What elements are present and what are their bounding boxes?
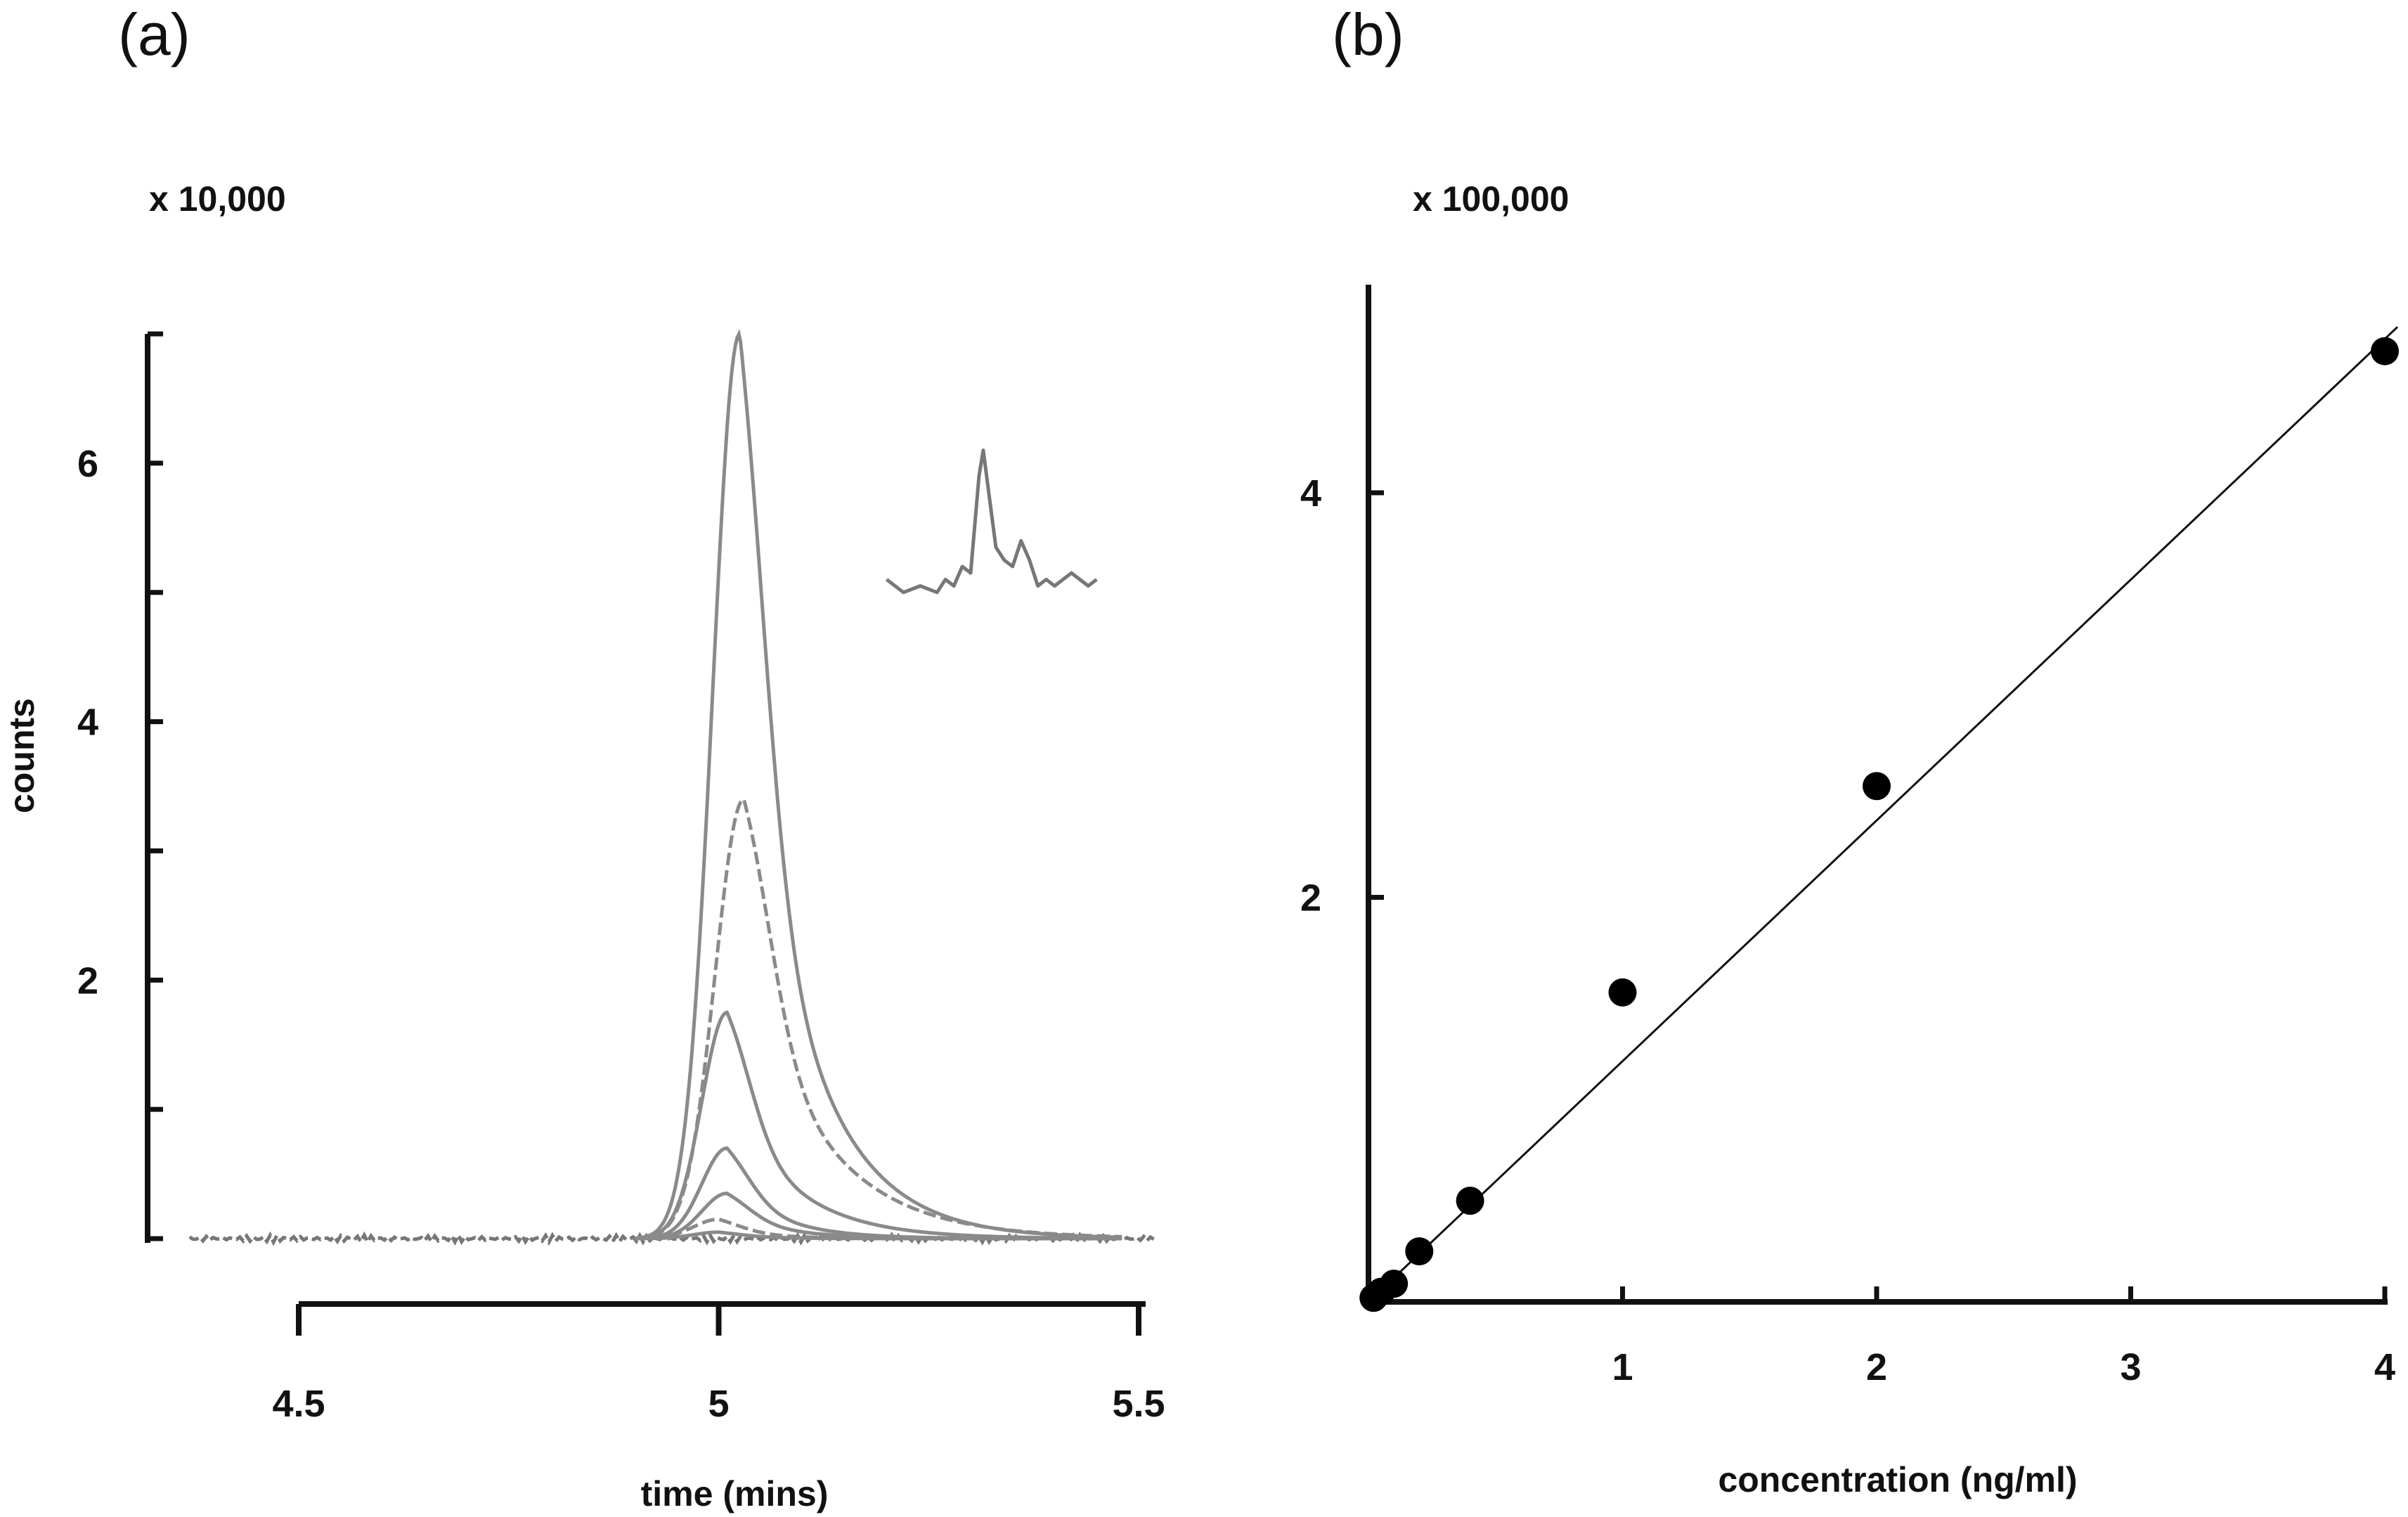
panel-a-x-axis-title: time (mins) [641, 1474, 829, 1513]
panel-a-peak-curve-7 [635, 1230, 1122, 1241]
panel-b-fit [1367, 325, 2399, 1303]
panel-b-y-tick-label: 4 [1300, 472, 1321, 515]
panel-b-y-ticks: 24 [1300, 472, 1384, 919]
panel-b-y-multiplier: x 100,000 [1413, 179, 1569, 219]
panel-a-y-tick-label: 2 [77, 960, 98, 1002]
panel-b-data-point [1380, 1270, 1409, 1298]
panel-b-x-tick-label: 2 [1866, 1346, 1887, 1388]
panel-b-x-tick-label: 1 [1612, 1346, 1633, 1388]
panel-a-x-tick-label: 5 [708, 1383, 729, 1425]
panel-a-curves [188, 329, 1155, 1246]
panel-a-peak-curve-2 [634, 796, 1122, 1241]
panel-b-points [1359, 337, 2399, 1312]
panel-a-y-tick-label: 6 [77, 443, 98, 485]
panel-b-y-tick-label: 2 [1300, 877, 1321, 919]
panel-b-data-point [1608, 978, 1637, 1007]
panel-a-peak-curve-1 [634, 329, 1122, 1240]
panel-a-label: (a) [118, 1, 190, 67]
panel-a-y-axis-title: counts [2, 698, 41, 813]
panel-b-x-ticks: 1 2 3 4 [1612, 1286, 2395, 1388]
panel-a-y-tick-label: 4 [77, 702, 98, 744]
panel-b-x-tick-label: 3 [2120, 1346, 2141, 1388]
panel-b-data-point [2371, 337, 2399, 366]
panel-a-y-multiplier: x 10,000 [149, 179, 286, 219]
panel-a-x-tick-label: 5.5 [1112, 1383, 1165, 1425]
panel-b-data-point [1405, 1237, 1434, 1266]
panel-a-inset-trace [885, 448, 1098, 595]
panel-b-data-point [1863, 772, 1891, 801]
panel-b-x-axis-title: concentration (ng/ml) [1718, 1460, 2077, 1499]
panel-a-inset [885, 448, 1098, 595]
panel-a-y-ticks: 2 4 6 [77, 331, 163, 1241]
panel-b-data-point [1456, 1187, 1484, 1215]
panel-b-x-tick-label: 4 [2374, 1346, 2395, 1388]
panel-a-x-tick-label: 4.5 [272, 1383, 325, 1425]
panel-b-label: (b) [1332, 1, 1404, 67]
panel-b-calibration: (b) x 100,000 concentration (ng/ml) 24 1… [1300, 1, 2399, 1499]
panel-b-fit-line [1367, 325, 2399, 1303]
panel-a-x-ticks: 4.5 5 5.5 [272, 1304, 1165, 1425]
panel-a-chromatogram: (a) x 10,000 counts time (mins) 2 4 6 4.5 5… [2, 1, 1165, 1513]
